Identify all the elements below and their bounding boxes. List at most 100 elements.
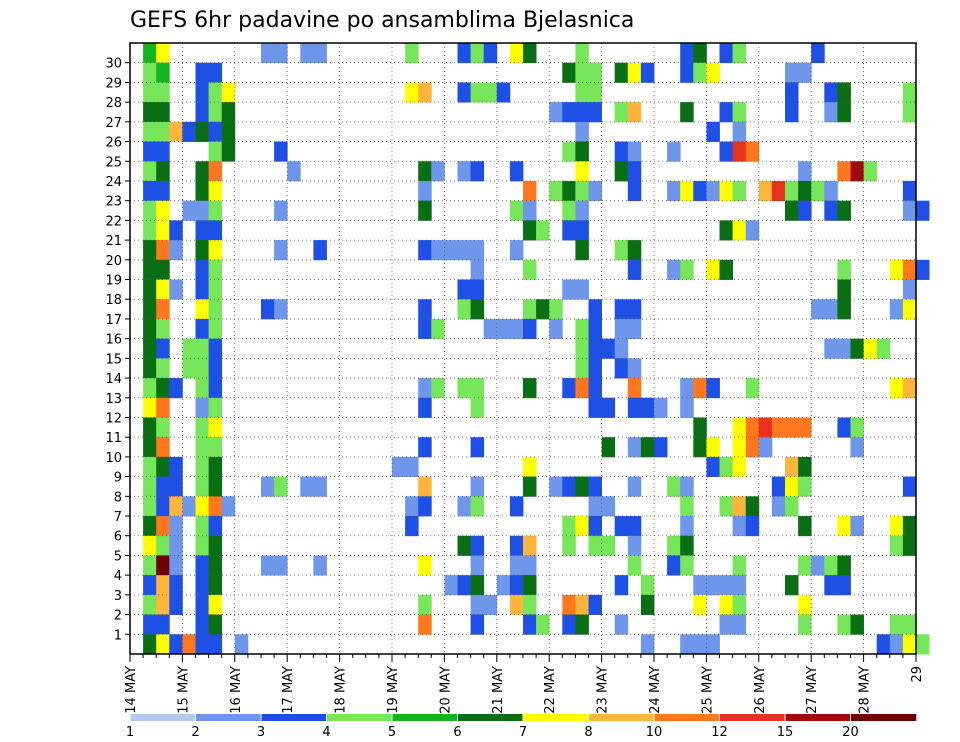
heatmap-cell bbox=[706, 180, 720, 202]
y-tick-label: 18 bbox=[105, 293, 122, 308]
heatmap-cell bbox=[418, 180, 432, 202]
y-tick-label: 3 bbox=[114, 589, 122, 604]
heatmap-cell bbox=[483, 318, 498, 340]
heatmap-cell bbox=[732, 102, 747, 123]
heatmap-cell bbox=[313, 555, 327, 576]
heatmap-cell bbox=[719, 496, 733, 517]
colorbar-label: 10 bbox=[646, 725, 663, 740]
y-tick-label: 14 bbox=[105, 372, 122, 387]
heatmap-cell bbox=[156, 318, 170, 340]
y-tick-label: 9 bbox=[114, 471, 122, 486]
heatmap-cell bbox=[837, 102, 851, 123]
heatmap-cell bbox=[902, 279, 917, 300]
heatmap-cell bbox=[208, 516, 223, 537]
heatmap-cell bbox=[221, 82, 236, 103]
y-tick-label: 4 bbox=[114, 569, 122, 584]
heatmap-cell bbox=[523, 614, 537, 635]
heatmap-cell bbox=[837, 161, 851, 182]
heatmap-cell bbox=[588, 496, 602, 517]
heatmap-cell bbox=[640, 575, 655, 596]
heatmap-cell bbox=[208, 575, 223, 596]
heatmap-cell bbox=[274, 555, 288, 576]
heatmap-cell bbox=[837, 575, 851, 596]
heatmap-cell bbox=[208, 417, 223, 438]
colorbar-label: 5 bbox=[388, 725, 396, 740]
heatmap-cell bbox=[143, 378, 157, 399]
heatmap-cell bbox=[627, 318, 642, 340]
heatmap-cell bbox=[143, 141, 157, 162]
heatmap-cell bbox=[274, 299, 288, 320]
heatmap-cell bbox=[863, 338, 878, 359]
heatmap-cell bbox=[798, 62, 812, 83]
heatmap-cell bbox=[169, 535, 183, 556]
heatmap-cell bbox=[470, 575, 485, 596]
heatmap-cell bbox=[837, 555, 851, 576]
heatmap-cell bbox=[654, 437, 668, 458]
heatmap-cell bbox=[693, 594, 707, 615]
x-tick-label: 25 MAY bbox=[700, 666, 715, 714]
heatmap-cell bbox=[889, 516, 904, 537]
heatmap-cell bbox=[889, 634, 904, 655]
heatmap-cell bbox=[785, 180, 799, 202]
heatmap-cell bbox=[208, 161, 223, 182]
heatmap-cell bbox=[431, 378, 445, 399]
heatmap-cell bbox=[824, 200, 838, 221]
heatmap-cell bbox=[732, 594, 747, 615]
heatmap-cell bbox=[156, 338, 170, 359]
heatmap-cell bbox=[195, 279, 209, 300]
heatmap-cell bbox=[575, 614, 589, 635]
y-tick-label: 12 bbox=[105, 411, 122, 426]
heatmap-cell bbox=[195, 259, 209, 280]
heatmap-cell bbox=[588, 318, 602, 340]
heatmap-cell bbox=[208, 82, 223, 103]
heatmap-cell bbox=[588, 102, 602, 123]
heatmap-cell bbox=[457, 43, 471, 64]
y-tick-label: 27 bbox=[105, 116, 122, 131]
heatmap-cell bbox=[693, 62, 707, 83]
heatmap-cell bbox=[693, 634, 707, 655]
x-tick-label: 23 MAY bbox=[596, 666, 611, 714]
heatmap-cell bbox=[575, 240, 589, 261]
heatmap-cell bbox=[195, 82, 209, 103]
heatmap-cell bbox=[523, 299, 537, 320]
heatmap-cell bbox=[627, 259, 642, 280]
heatmap-cell bbox=[680, 476, 694, 497]
heatmap-cell bbox=[562, 378, 576, 399]
heatmap-cell bbox=[798, 555, 812, 576]
heatmap-cell bbox=[143, 259, 157, 280]
heatmap-cell bbox=[143, 180, 157, 202]
heatmap-cell bbox=[143, 496, 157, 517]
heatmap-cell bbox=[627, 555, 642, 576]
heatmap-cell bbox=[457, 82, 471, 103]
heatmap-cell bbox=[902, 82, 917, 103]
heatmap-cell bbox=[588, 516, 602, 537]
heatmap-cell bbox=[496, 575, 511, 596]
heatmap-cell bbox=[785, 417, 799, 438]
heatmap-cell bbox=[156, 240, 170, 261]
heatmap-cell bbox=[798, 594, 812, 615]
x-tick-label: 28 MAY bbox=[858, 666, 873, 714]
heatmap-cell bbox=[680, 62, 694, 83]
x-axis: 14 MAY 15 MAY 16 MAY 17 MAY 18 MAY 19 MAY 20 M… bbox=[124, 654, 925, 714]
heatmap-cell bbox=[470, 82, 485, 103]
heatmap-cell bbox=[274, 200, 288, 221]
heatmap-cell bbox=[156, 220, 170, 241]
heatmap-cell bbox=[680, 535, 694, 556]
colorbar-label: 20 bbox=[842, 725, 859, 740]
heatmap-cell bbox=[208, 594, 223, 615]
heatmap-cell bbox=[824, 575, 838, 596]
heatmap-cell bbox=[313, 43, 327, 64]
heatmap-cell bbox=[575, 43, 589, 64]
heatmap-cell bbox=[771, 417, 786, 438]
heatmap-cell bbox=[208, 200, 223, 221]
heatmap-cell bbox=[418, 161, 432, 182]
heatmap-cell bbox=[902, 634, 917, 655]
heatmap-cell bbox=[470, 535, 485, 556]
heatmap-cell bbox=[169, 121, 183, 142]
heatmap-cell bbox=[182, 634, 196, 655]
heatmap-cell bbox=[732, 220, 747, 241]
heatmap-cell bbox=[863, 161, 878, 182]
colorbar-label: 6 bbox=[453, 725, 461, 740]
heatmap-cell bbox=[601, 437, 616, 458]
heatmap-cell bbox=[850, 516, 864, 537]
